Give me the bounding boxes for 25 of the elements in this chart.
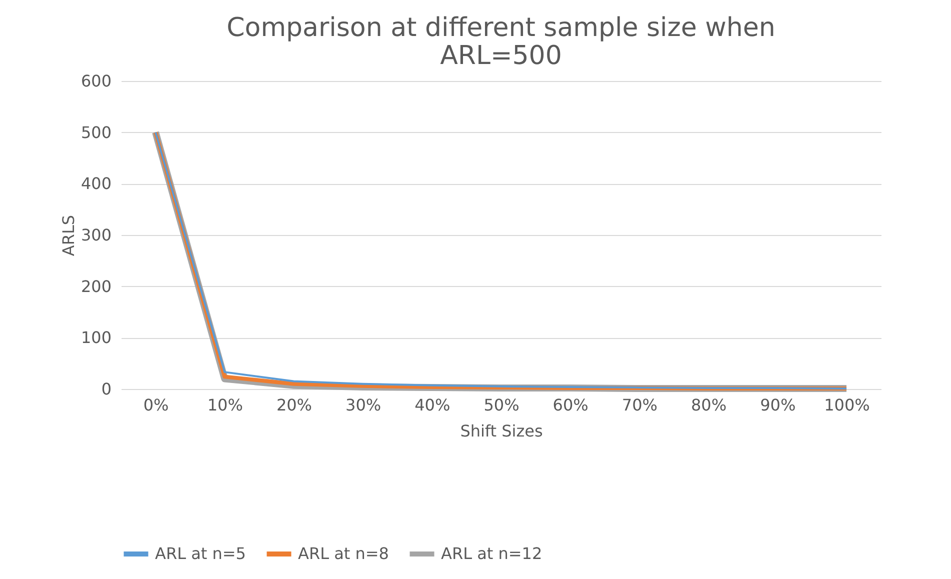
legend-label: ARL at n=8 — [298, 544, 389, 563]
y-tick-label: 600 — [80, 72, 112, 90]
x-tick-label: 10% — [207, 396, 243, 414]
legend-label: ARL at n=5 — [155, 544, 246, 563]
x-tick-label: 40% — [414, 396, 450, 414]
y-tick-label: 500 — [80, 122, 112, 142]
x-tick-label: 100% — [824, 396, 870, 414]
y-tick-label: 400 — [80, 174, 112, 194]
y-axis-title: ARLS — [58, 214, 78, 256]
x-axis-title: Shift Sizes — [460, 422, 543, 440]
x-tick-label: 90% — [760, 396, 796, 414]
y-tick-label: 0 — [101, 380, 112, 398]
y-tick-label: 200 — [80, 276, 112, 296]
text: ARL=500 — [440, 41, 562, 71]
x-tick-label: 0% — [143, 396, 169, 414]
x-tick-label: 80% — [690, 396, 727, 414]
x-tick-label: 60% — [552, 396, 588, 414]
y-tick-label: 100 — [80, 328, 112, 348]
x-tick-label: 50% — [484, 396, 520, 414]
x-tick-label: 70% — [622, 396, 658, 414]
text: Comparison at different sample size when — [226, 13, 776, 43]
y-tick-label: 300 — [80, 226, 112, 244]
x-tick-label: 30% — [346, 396, 382, 414]
x-tick-label: 20% — [276, 396, 312, 414]
legend-label: ARL at n=12 — [441, 544, 542, 563]
